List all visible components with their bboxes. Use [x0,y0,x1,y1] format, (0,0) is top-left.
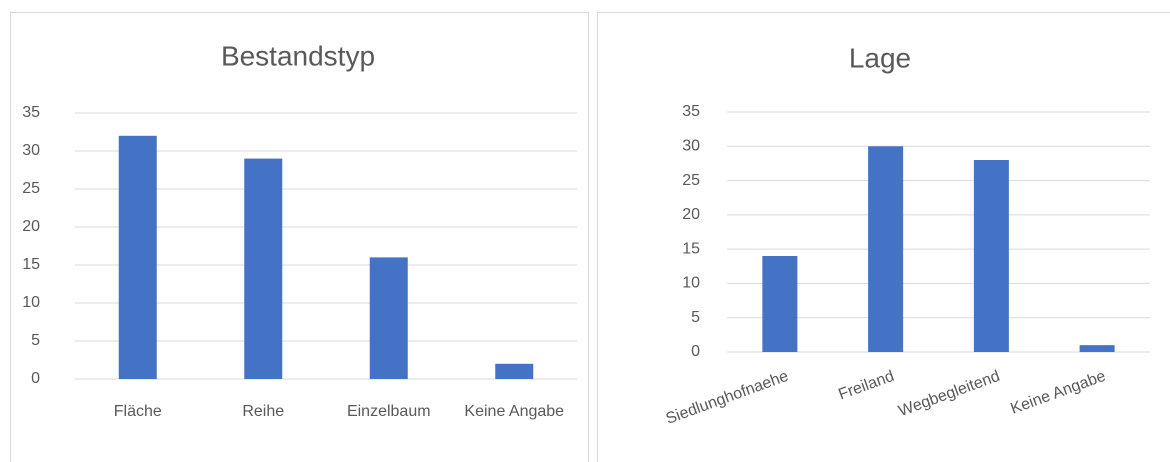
chart-title: Bestandstyp [221,40,375,71]
x-tick-label: Freiland [836,368,896,404]
y-tick-label: 35 [682,103,700,120]
x-tick-label: Fläche [114,403,162,420]
y-tick-label: 25 [22,180,40,197]
chart-frame [10,12,589,462]
y-tick-label: 35 [22,104,40,121]
bar [369,257,408,379]
bar [973,160,1009,352]
y-tick-label: 15 [682,240,700,257]
y-tick-label: 20 [22,218,40,235]
bar [762,256,798,352]
x-tick-label: Reihe [242,403,284,420]
chart-frame [597,12,1170,462]
y-tick-label: 25 [682,172,700,189]
chart-title: Lage [849,42,911,73]
bar [868,146,904,352]
y-tick-label: 5 [691,309,700,326]
x-tick-label: Einzelbaum [347,403,431,420]
y-tick-label: 0 [31,370,40,387]
y-tick-label: 5 [31,332,40,349]
y-tick-label: 10 [682,275,700,292]
y-tick-label: 10 [22,294,40,311]
bar [244,158,283,379]
bar [495,363,534,379]
x-tick-label: Siedlunghofnaehe [664,368,791,428]
x-tick-label: Wegbegleitend [896,368,1002,420]
y-tick-label: 15 [22,256,40,273]
y-tick-label: 20 [682,206,700,223]
x-tick-label: Keine Angabe [1008,368,1108,418]
y-tick-label: 30 [22,142,40,159]
y-tick-label: 30 [682,138,700,155]
bar [1079,345,1115,352]
y-tick-label: 0 [691,343,700,360]
x-tick-label: Keine Angabe [464,403,564,420]
bar [118,135,157,379]
